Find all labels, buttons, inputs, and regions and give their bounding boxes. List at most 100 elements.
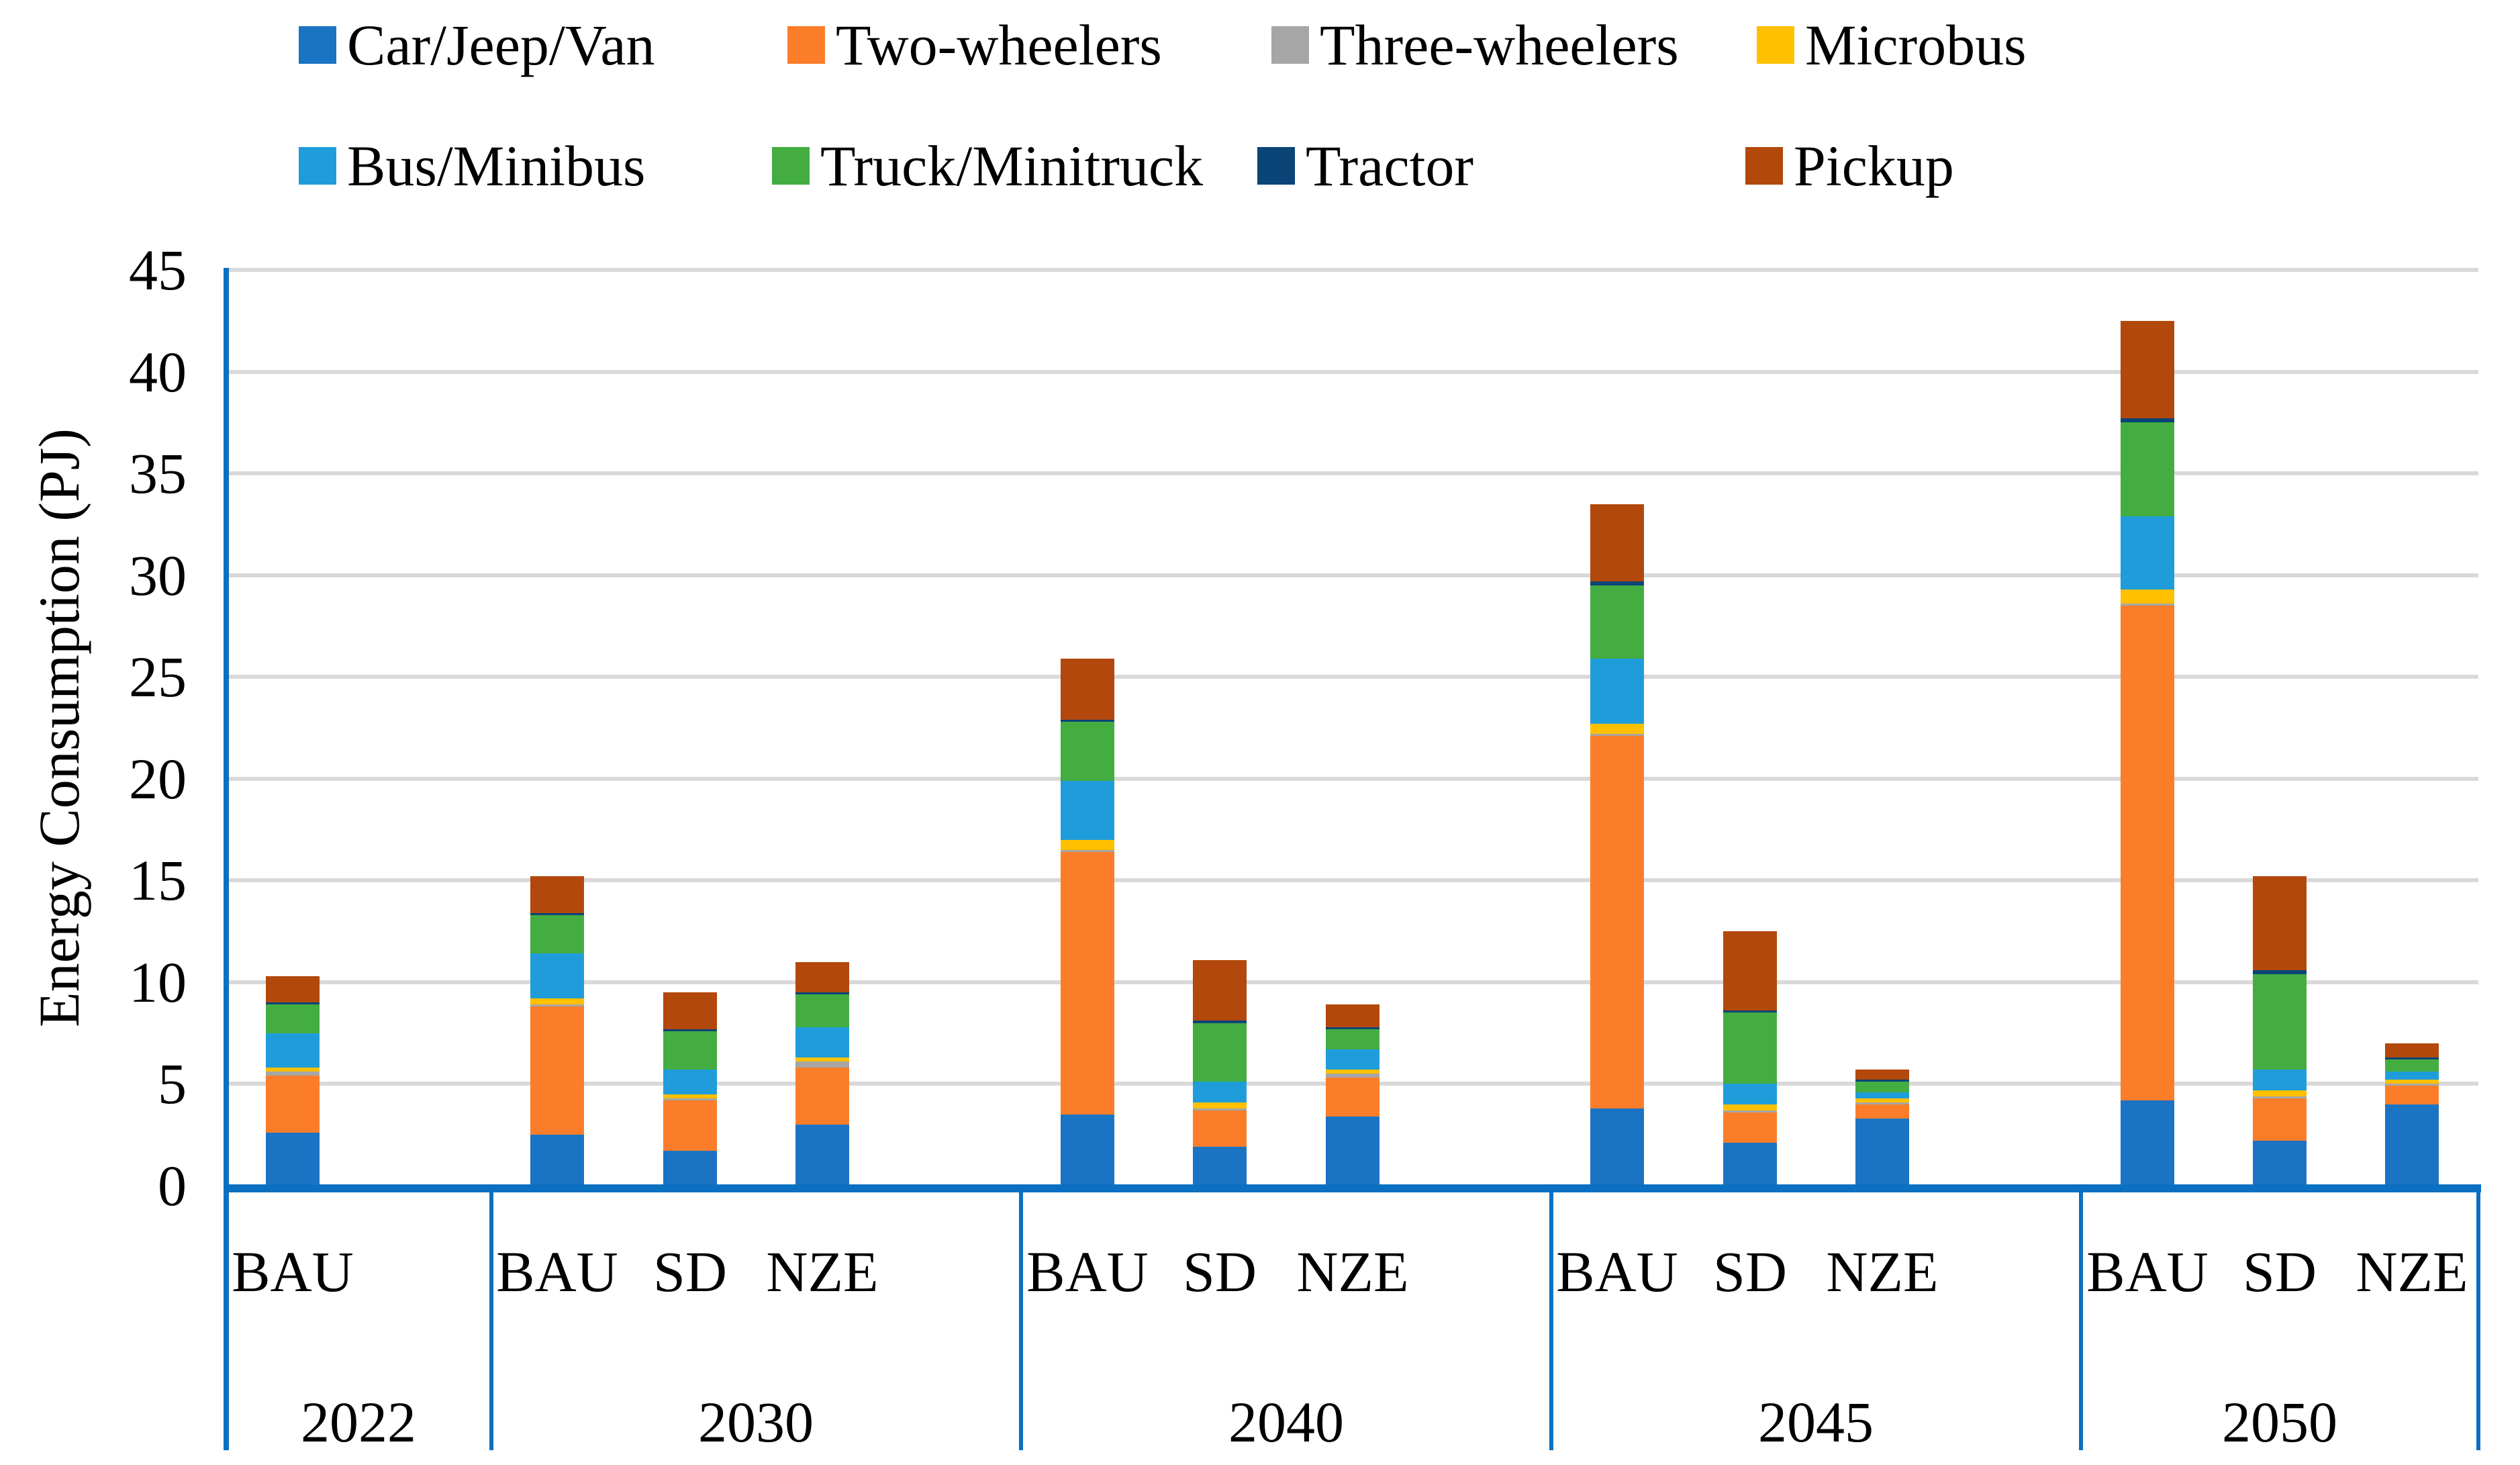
bar-segment-car-jeep-van bbox=[663, 1151, 717, 1186]
bar-segment-three-wheelers bbox=[266, 1072, 320, 1076]
bar-segment-microbus bbox=[1193, 1102, 1247, 1108]
category-label-2030-SD: SD bbox=[653, 1239, 727, 1304]
bar-segment-car-jeep-van bbox=[1855, 1118, 1909, 1186]
y-tick-label-45: 45 bbox=[129, 238, 187, 302]
legend-swatch-tractor bbox=[1257, 147, 1295, 185]
gridline-45 bbox=[226, 268, 2478, 272]
bar-segment-pickup bbox=[663, 992, 717, 1029]
bar-segment-tractor bbox=[795, 992, 849, 995]
bar-segment-tractor bbox=[663, 1029, 717, 1031]
year-label-2022: 2022 bbox=[301, 1390, 416, 1454]
bar-segment-microbus bbox=[1061, 839, 1114, 850]
bar-segment-two-wheelers bbox=[1061, 851, 1114, 1115]
y-tick-label-15: 15 bbox=[129, 848, 187, 912]
category-label-2040-NZE: NZE bbox=[1296, 1239, 1409, 1304]
legend-label: Bus/Minibus bbox=[347, 134, 646, 198]
gridline-10 bbox=[226, 980, 2478, 984]
gridline-25 bbox=[226, 675, 2478, 679]
bar-segment-car-jeep-van bbox=[266, 1133, 320, 1186]
group-separator bbox=[2476, 1186, 2480, 1450]
y-tick-label-35: 35 bbox=[129, 441, 187, 506]
legend-label: Pickup bbox=[1794, 134, 1954, 198]
legend-swatch-microbus bbox=[1757, 26, 1794, 64]
bar-segment-tractor bbox=[1326, 1027, 1379, 1029]
bar-segment-microbus bbox=[795, 1057, 849, 1062]
legend-item-car-jeep-van: Car/Jeep/Van bbox=[299, 15, 655, 75]
bar-segment-microbus bbox=[1723, 1104, 1777, 1110]
year-label-2045: 2045 bbox=[1758, 1390, 1874, 1454]
bar-segment-car-jeep-van bbox=[1326, 1116, 1379, 1186]
bar-segment-two-wheelers bbox=[530, 1006, 584, 1135]
bar-segment-bus-minibus bbox=[1326, 1049, 1379, 1070]
bar-segment-pickup bbox=[1061, 658, 1114, 720]
legend-item-two-wheelers: Two-wheelers bbox=[787, 15, 1162, 75]
bar-segment-two-wheelers bbox=[2385, 1086, 2439, 1104]
bar-segment-truck-minitruck bbox=[1590, 585, 1644, 659]
bar-segment-three-wheelers bbox=[1855, 1102, 1909, 1104]
bar-segment-three-wheelers bbox=[663, 1098, 717, 1100]
legend-swatch-car-jeep-van bbox=[299, 26, 336, 64]
gridline-20 bbox=[226, 777, 2478, 781]
bar-segment-tractor bbox=[266, 1002, 320, 1005]
bar-segment-three-wheelers bbox=[2121, 604, 2174, 606]
legend-swatch-two-wheelers bbox=[787, 26, 825, 64]
bar-segment-microbus bbox=[1326, 1070, 1379, 1074]
bar-segment-two-wheelers bbox=[663, 1100, 717, 1151]
legend-label: Tractor bbox=[1306, 134, 1474, 198]
bar-segment-truck-minitruck bbox=[266, 1004, 320, 1033]
bar-segment-car-jeep-van bbox=[530, 1135, 584, 1186]
gridline-15 bbox=[226, 878, 2478, 882]
bar-segment-bus-minibus bbox=[1590, 658, 1644, 724]
bar-segment-microbus bbox=[530, 998, 584, 1005]
legend-item-pickup: Pickup bbox=[1745, 136, 1954, 196]
bar-segment-pickup bbox=[2121, 320, 2174, 419]
y-tick-label-0: 0 bbox=[158, 1153, 187, 1218]
legend-item-three-wheelers: Three-wheelers bbox=[1271, 15, 1679, 75]
year-label-2040: 2040 bbox=[1228, 1390, 1344, 1454]
bar-segment-two-wheelers bbox=[795, 1068, 849, 1125]
bar-segment-tractor bbox=[1855, 1080, 1909, 1082]
legend-swatch-bus-minibus bbox=[299, 147, 336, 185]
bar-segment-truck-minitruck bbox=[2385, 1059, 2439, 1072]
category-label-2040-BAU: BAU bbox=[1026, 1239, 1149, 1304]
bar-segment-microbus bbox=[2253, 1090, 2307, 1096]
category-label-2030-NZE: NZE bbox=[766, 1239, 879, 1304]
bar-segment-two-wheelers bbox=[1855, 1104, 1909, 1119]
bar-segment-microbus bbox=[663, 1094, 717, 1098]
legend-item-truck-minitruck: Truck/Minitruck bbox=[772, 136, 1203, 196]
bar-segment-pickup bbox=[1193, 959, 1247, 1021]
legend-swatch-pickup bbox=[1745, 147, 1783, 185]
y-axis-line bbox=[224, 268, 229, 1450]
bar-segment-truck-minitruck bbox=[1326, 1029, 1379, 1049]
bar-segment-two-wheelers bbox=[266, 1076, 320, 1133]
bar-segment-truck-minitruck bbox=[2121, 422, 2174, 516]
bar-segment-truck-minitruck bbox=[795, 994, 849, 1027]
bar-segment-pickup bbox=[266, 976, 320, 1003]
bar-segment-pickup bbox=[795, 961, 849, 993]
gridline-40 bbox=[226, 370, 2478, 374]
bar-segment-truck-minitruck bbox=[1855, 1082, 1909, 1092]
bar-segment-microbus bbox=[1590, 723, 1644, 735]
legend-label: Three-wheelers bbox=[1320, 13, 1679, 77]
bar-segment-bus-minibus bbox=[2253, 1070, 2307, 1090]
bar-segment-two-wheelers bbox=[2253, 1098, 2307, 1141]
bar-segment-two-wheelers bbox=[1326, 1078, 1379, 1117]
category-label-2050-BAU: BAU bbox=[2086, 1239, 2209, 1304]
bar-segment-truck-minitruck bbox=[1193, 1023, 1247, 1082]
legend-item-microbus: Microbus bbox=[1757, 15, 2027, 75]
category-label-2040-SD: SD bbox=[1183, 1239, 1257, 1304]
bar-segment-three-wheelers bbox=[1590, 734, 1644, 737]
legend-label: Two-wheelers bbox=[836, 13, 1162, 77]
group-separator bbox=[2079, 1186, 2083, 1450]
group-separator bbox=[489, 1186, 493, 1450]
legend-label: Microbus bbox=[1805, 13, 2027, 77]
bar-segment-three-wheelers bbox=[1193, 1108, 1247, 1110]
group-separator bbox=[1019, 1186, 1023, 1450]
bar-segment-bus-minibus bbox=[663, 1070, 717, 1094]
bar-segment-truck-minitruck bbox=[1723, 1012, 1777, 1084]
category-label-2050-SD: SD bbox=[2243, 1239, 2317, 1304]
bar-segment-three-wheelers bbox=[795, 1061, 849, 1068]
legend-label: Truck/Minitruck bbox=[820, 134, 1204, 198]
category-label-2030-BAU: BAU bbox=[496, 1239, 618, 1304]
y-tick-label-25: 25 bbox=[129, 645, 187, 709]
